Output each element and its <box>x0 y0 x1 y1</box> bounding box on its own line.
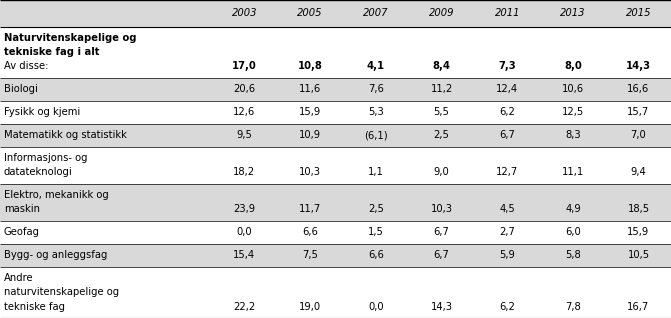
Text: Naturvitenskapelige og: Naturvitenskapelige og <box>4 33 136 43</box>
Text: 10,3: 10,3 <box>299 167 321 177</box>
Text: 7,5: 7,5 <box>302 250 318 260</box>
Text: 10,6: 10,6 <box>562 84 584 94</box>
Text: Fysikk og kjemi: Fysikk og kjemi <box>4 107 81 117</box>
Text: 6,0: 6,0 <box>565 227 581 237</box>
Bar <box>0 184 671 221</box>
Text: 2009: 2009 <box>429 8 454 18</box>
Text: 6,7: 6,7 <box>433 227 450 237</box>
Text: 8,3: 8,3 <box>565 130 581 140</box>
Text: 20,6: 20,6 <box>234 84 255 94</box>
Text: 4,9: 4,9 <box>565 204 581 214</box>
Text: 9,5: 9,5 <box>236 130 252 140</box>
Text: tekniske fag: tekniske fag <box>4 301 65 312</box>
Text: 6,2: 6,2 <box>499 301 515 312</box>
Text: 12,7: 12,7 <box>496 167 519 177</box>
Text: Geofag: Geofag <box>4 227 40 237</box>
Text: 2015: 2015 <box>625 8 652 18</box>
Text: 10,9: 10,9 <box>299 130 321 140</box>
Text: 15,9: 15,9 <box>299 107 321 117</box>
Text: 7,0: 7,0 <box>631 130 646 140</box>
Text: 16,6: 16,6 <box>627 84 650 94</box>
Text: 1,5: 1,5 <box>368 227 384 237</box>
Text: Av disse:: Av disse: <box>4 61 48 71</box>
Text: 1,1: 1,1 <box>368 167 384 177</box>
Text: Andre: Andre <box>4 273 34 283</box>
Text: Elektro, mekanikk og: Elektro, mekanikk og <box>4 190 109 200</box>
Text: 9,4: 9,4 <box>631 167 646 177</box>
Text: 18,2: 18,2 <box>234 167 255 177</box>
Text: naturvitenskapelige og: naturvitenskapelige og <box>4 287 119 297</box>
Text: Biologi: Biologi <box>4 84 38 94</box>
Bar <box>0 124 671 147</box>
Text: 14,3: 14,3 <box>626 61 651 71</box>
Text: 10,5: 10,5 <box>627 250 650 260</box>
Text: (6,1): (6,1) <box>364 130 388 140</box>
Text: 15,9: 15,9 <box>627 227 650 237</box>
Text: 2,7: 2,7 <box>499 227 515 237</box>
Text: 10,3: 10,3 <box>431 204 452 214</box>
Text: 5,9: 5,9 <box>499 250 515 260</box>
Bar <box>0 221 671 244</box>
Bar <box>0 27 671 78</box>
Text: 6,2: 6,2 <box>499 107 515 117</box>
Bar <box>0 147 671 184</box>
Text: 12,6: 12,6 <box>233 107 256 117</box>
Text: 2011: 2011 <box>495 8 520 18</box>
Text: 0,0: 0,0 <box>236 227 252 237</box>
Text: 5,5: 5,5 <box>433 107 450 117</box>
Bar <box>0 244 671 267</box>
Text: 7,3: 7,3 <box>499 61 516 71</box>
Text: Matematikk og statistikk: Matematikk og statistikk <box>4 130 127 140</box>
Text: tekniske fag i alt: tekniske fag i alt <box>4 47 99 57</box>
Bar <box>0 78 671 101</box>
Text: 19,0: 19,0 <box>299 301 321 312</box>
Text: 22,2: 22,2 <box>233 301 256 312</box>
Text: 12,5: 12,5 <box>562 107 584 117</box>
Text: 15,4: 15,4 <box>234 250 255 260</box>
Text: 6,6: 6,6 <box>302 227 318 237</box>
Text: 8,0: 8,0 <box>564 61 582 71</box>
Text: 7,8: 7,8 <box>565 301 581 312</box>
Text: 0,0: 0,0 <box>368 301 384 312</box>
Bar <box>0 101 671 124</box>
Text: Informasjons- og: Informasjons- og <box>4 153 87 163</box>
Text: 9,0: 9,0 <box>433 167 450 177</box>
Text: 16,7: 16,7 <box>627 301 650 312</box>
Text: 17,0: 17,0 <box>232 61 256 71</box>
Text: 7,6: 7,6 <box>368 84 384 94</box>
Text: maskin: maskin <box>4 204 40 214</box>
Text: 4,1: 4,1 <box>366 61 385 71</box>
Text: 2003: 2003 <box>231 8 257 18</box>
Text: 2005: 2005 <box>297 8 323 18</box>
Text: 18,5: 18,5 <box>627 204 650 214</box>
Bar <box>0 0 671 27</box>
Text: 2013: 2013 <box>560 8 586 18</box>
Text: 11,1: 11,1 <box>562 167 584 177</box>
Text: 11,6: 11,6 <box>299 84 321 94</box>
Text: 12,4: 12,4 <box>497 84 518 94</box>
Text: 11,2: 11,2 <box>430 84 453 94</box>
Text: 5,3: 5,3 <box>368 107 384 117</box>
Text: 2007: 2007 <box>363 8 389 18</box>
Text: 23,9: 23,9 <box>234 204 255 214</box>
Text: 6,7: 6,7 <box>433 250 450 260</box>
Text: 6,6: 6,6 <box>368 250 384 260</box>
Text: 10,8: 10,8 <box>297 61 323 71</box>
Text: 5,8: 5,8 <box>565 250 581 260</box>
Text: 4,5: 4,5 <box>499 204 515 214</box>
Text: 14,3: 14,3 <box>431 301 452 312</box>
Text: 2,5: 2,5 <box>368 204 384 214</box>
Text: 2,5: 2,5 <box>433 130 450 140</box>
Text: 15,7: 15,7 <box>627 107 650 117</box>
Text: 11,7: 11,7 <box>299 204 321 214</box>
Text: datateknologi: datateknologi <box>4 167 72 177</box>
Text: Bygg- og anleggsfag: Bygg- og anleggsfag <box>4 250 107 260</box>
Bar <box>0 267 671 318</box>
Text: 6,7: 6,7 <box>499 130 515 140</box>
Text: 8,4: 8,4 <box>433 61 450 71</box>
